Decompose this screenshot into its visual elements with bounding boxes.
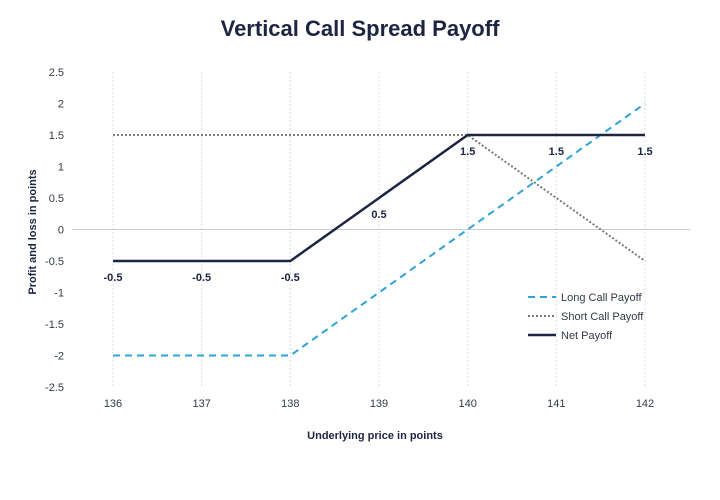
legend-label: Long Call Payoff [561,292,642,304]
x-tick-label: 141 [547,398,565,410]
y-tick-label: 2.5 [49,67,64,79]
legend-label: Net Payoff [561,330,613,342]
x-tick-label: 137 [192,398,210,410]
y-tick-label: 0.5 [49,193,64,205]
series-group [113,102,646,357]
chart-title: Vertical Call Spread Payoff [220,16,500,41]
data-label: 1.5 [549,146,564,158]
x-tick-label: 140 [458,398,476,410]
y-tick-label: -2 [54,351,64,363]
y-tick-label: 1 [58,162,64,174]
y-tick-label: -1 [54,288,64,300]
y-tick-label: 0 [58,225,64,237]
data-label: 1.5 [637,146,652,158]
x-tick-label: 139 [370,398,388,410]
net-payoff-line [113,133,645,263]
y-axis-label: Profit and loss in points [27,169,39,294]
legend: Long Call Payoff Short Call Payoff Net Pay… [528,292,644,342]
y-tick-labels: 2.5 2 1.5 1 0.5 0 -0.5 -1 -1.5 -2 -2.5 [45,67,64,394]
y-tick-label: 2 [58,99,64,111]
x-tick-label: 142 [636,398,654,410]
data-label: 1.5 [460,146,475,158]
x-tick-label: 136 [104,398,122,410]
y-tick-label: 1.5 [49,130,64,142]
y-tick-label: -1.5 [45,319,64,331]
data-label: -0.5 [192,272,211,284]
legend-label: Short Call Payoff [561,311,644,323]
x-tick-label: 138 [281,398,299,410]
data-label: -0.5 [281,272,300,284]
y-tick-label: -0.5 [45,256,64,268]
y-tick-label: -2.5 [45,382,64,394]
data-labels: -0.5 -0.5 -0.5 0.5 1.5 1.5 1.5 [104,146,653,284]
x-axis-label: Underlying price in points [307,430,443,442]
x-tick-labels: 136 137 138 139 140 141 142 [104,398,654,410]
data-label: -0.5 [104,272,123,284]
data-label: 0.5 [371,209,386,221]
